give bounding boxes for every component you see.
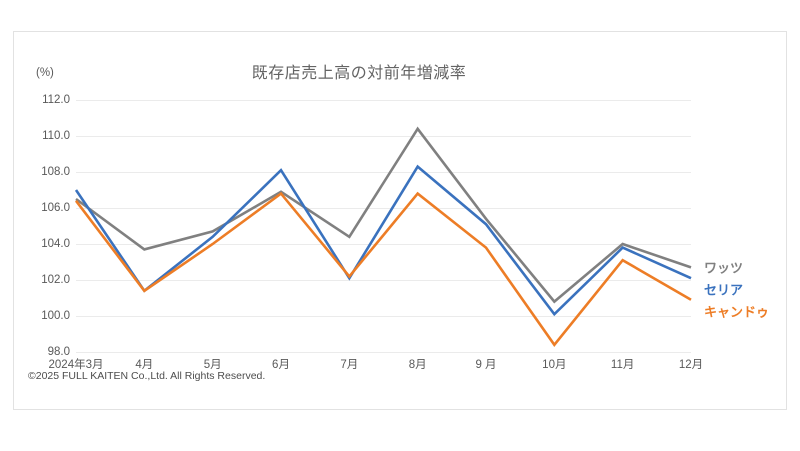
gridline	[76, 208, 691, 209]
chart-card: 既存店売上高の対前年増減率 (%) 112.0 110.0 108.0 106.0 10…	[13, 31, 787, 410]
y-axis-tick: 98.0	[47, 346, 70, 358]
copyright-notice: ©2025 FULL KAITEN Co.,Ltd. All Rights Re…	[28, 370, 266, 382]
x-axis-tick-labels: 2024年3月 4月 5月 6月 7月 8月 9 月 10月 11月 12月	[49, 356, 704, 378]
series-lines	[74, 126, 692, 347]
x-axis-tick: 11月	[610, 359, 635, 371]
line-series	[74, 191, 692, 347]
x-axis-tick: 10月	[542, 359, 567, 371]
y-axis-tick: 108.0	[41, 166, 70, 178]
gridline	[76, 172, 691, 173]
legend-item-3: キャンドゥ	[704, 304, 770, 320]
x-axis-tick: 12月	[678, 359, 704, 371]
gridline	[76, 352, 691, 353]
chart-legend: ワッツセリアキャンドゥ	[704, 100, 788, 352]
gridline	[76, 244, 691, 245]
y-axis-tick: 102.0	[41, 274, 70, 286]
gridline	[76, 100, 691, 101]
x-axis-tick: 9 月	[475, 359, 497, 371]
x-axis-tick: 7月	[340, 359, 359, 371]
x-axis-tick: 5月	[203, 359, 222, 371]
x-axis-tick: 8月	[408, 359, 427, 371]
line-series	[74, 164, 692, 317]
line-series	[75, 126, 692, 304]
gridline	[76, 136, 691, 137]
chart-title: 既存店売上高の対前年増減率	[251, 65, 467, 82]
y-axis-tick: 110.0	[42, 130, 70, 142]
x-axis-tick: 6月	[272, 359, 290, 371]
legend-item-1: ワッツ	[704, 260, 744, 276]
plot-area	[74, 100, 692, 353]
x-axis-tick: 4月	[135, 359, 154, 371]
legend-item-2: セリア	[704, 282, 744, 298]
y-axis-tick: 106.0	[41, 202, 70, 214]
y-axis-tick: 112.0	[42, 94, 70, 106]
gridline	[76, 316, 691, 317]
y-axis-tick: 104.0	[41, 238, 70, 250]
x-axis-tick: 2024年3月	[48, 359, 104, 371]
y-axis-tick: 100.0	[41, 310, 70, 322]
y-axis-tick-labels: 112.0 110.0 108.0 106.0 104.0 102.0 100.0 98.0	[14, 94, 70, 358]
y-axis-unit-label: (%)	[36, 67, 54, 79]
gridline	[76, 280, 691, 281]
